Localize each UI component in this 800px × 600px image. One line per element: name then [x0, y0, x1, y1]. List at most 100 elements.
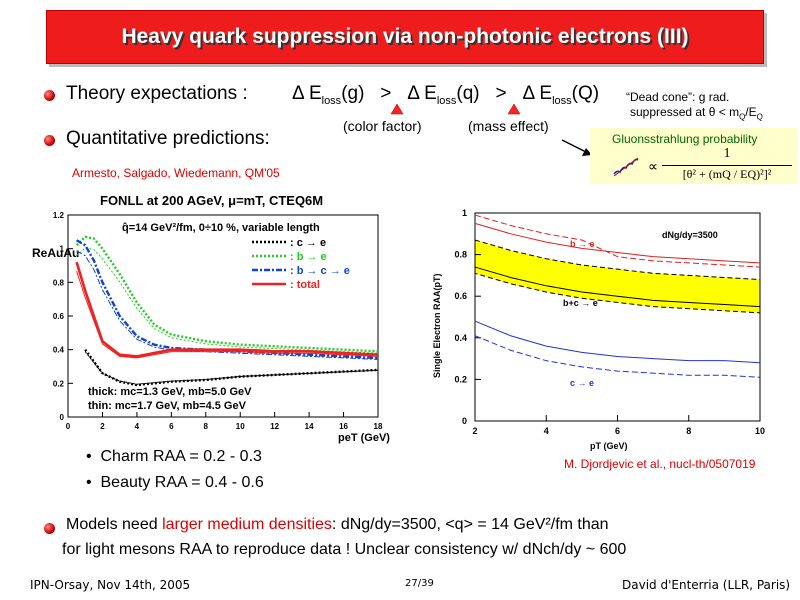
dead-cone-line1: “Dead cone”: g rad. — [626, 90, 730, 104]
plot-frame — [474, 212, 761, 422]
dot-icon: • — [86, 448, 101, 465]
left-plot: 0 2 4 6 8 10 12 14 16 18 0 0.2 0.4 0.6 0.8 1 1.2 ReAuAu pe… — [32, 211, 390, 444]
qhat-label: q̂=14 GeV²/fm, 0÷10 %, variable length — [122, 222, 320, 234]
y-tick-label: 0.8 — [454, 250, 467, 260]
eloss-expression: Δ Eloss(g) > Δ Eloss(q) > Δ Eloss(Q) — [292, 83, 599, 107]
c-e-label: c → e — [570, 378, 594, 388]
dead-cone-Q: Q — [756, 112, 763, 122]
thin-note: thin: mc=1.7 GeV, mb=4.5 GeV — [88, 400, 247, 412]
x-tick-label: 4 — [135, 422, 140, 431]
fraction-numerator: 1 — [723, 146, 731, 161]
delta-symbol: Δ — [522, 83, 535, 104]
x-axis-label: peT (GeV) — [338, 432, 390, 444]
x-tick-label: 14 — [305, 422, 314, 431]
x-tick-label: 0 — [66, 422, 71, 431]
e-symbol: E — [424, 83, 437, 104]
footer-right: David d'Enterria (LLR, Paris) — [622, 578, 791, 592]
y-tick-label: 0 — [60, 413, 65, 422]
y-axis-label: ReAuAu — [32, 246, 79, 260]
dot-icon: • — [86, 474, 101, 491]
bullet-icon — [44, 135, 55, 146]
x-tick-label: 10 — [755, 426, 765, 436]
gt-symbol: > — [380, 83, 392, 104]
series-line — [474, 266, 761, 308]
series-line — [75, 235, 379, 353]
y-tick-label: 1 — [462, 208, 467, 218]
series-line-thin — [76, 247, 379, 354]
eloss-q: (q) — [456, 83, 480, 104]
models-line2: for light mesons RAA to reproduce data !… — [62, 541, 627, 558]
thick-note: thick: mc=1.3 GeV, mb=5.0 GeV — [88, 386, 252, 398]
up-arrow-icon — [390, 103, 404, 115]
fraction-denominator: [θ² + (mQ / EQ)²]² — [682, 167, 772, 181]
models-post: : dNg/dy=3500, <q> = 14 GeV²/fm than — [331, 516, 609, 533]
right-plot: 2 4 6 8 10 0 0.2 0.4 0.6 0.8 1 Single Electron RAA(… — [432, 208, 765, 451]
page-number: 27/39 — [405, 578, 434, 589]
series-line — [75, 261, 379, 358]
charm-result: • Charm RAA = 0.2 - 0.3 — [86, 448, 262, 466]
bullet-icon — [44, 523, 55, 534]
loss-sub: loss — [321, 94, 342, 107]
x-tick-label: 4 — [544, 426, 549, 436]
y-axis-label: Single Electron RAA(pT) — [432, 273, 442, 378]
left-plot-title: FONLL at 200 AGeV, μ=mT, CTEQ6M — [100, 193, 324, 208]
series-line-dashed — [474, 335, 761, 378]
y-tick-label: 0.8 — [53, 278, 65, 287]
gt-symbol: > — [495, 83, 507, 104]
legend-label: : total — [290, 279, 320, 291]
y-tick-label: 1 — [60, 245, 65, 254]
bc-e-label: b+c → e — [563, 298, 598, 308]
citation-djordjevic: M. Djordjevic et al., nucl-th/0507019 — [564, 457, 756, 471]
gluon-diagram-icon — [613, 157, 639, 177]
legend-label: : b → c → e — [290, 265, 350, 277]
beauty-text: Beauty RAA = 0.4 - 0.6 — [100, 474, 264, 491]
gluon-box-title: Gluonsstrahlung probability — [612, 132, 758, 146]
title-bar: Heavy quark suppression via non-photonic… — [46, 10, 764, 64]
x-tick-label: 2 — [472, 426, 477, 436]
eloss-g: (g) — [341, 83, 365, 104]
x-tick-label: 8 — [204, 422, 209, 431]
pointer-line — [561, 139, 589, 154]
slide-title: Heavy quark suppression via non-photonic… — [121, 25, 689, 48]
x-tick-label: 6 — [169, 422, 174, 431]
series-line — [84, 348, 379, 387]
footer-left: IPN-Orsay, Nov 14th, 2005 — [30, 578, 191, 592]
citation-armesto: Armesto, Salgado, Wiedemann, QM'05 — [72, 166, 280, 180]
y-tick-label: 0.2 — [454, 374, 467, 384]
y-tick-label: 0.4 — [454, 333, 467, 343]
series-line-thin — [76, 250, 379, 360]
y-tick-label: 0.6 — [454, 291, 467, 301]
legend-label: : c → e — [290, 237, 326, 249]
arrow-head-icon — [582, 148, 592, 156]
propto-symbol: ∝ — [648, 158, 659, 174]
models-pre: Models need — [66, 516, 163, 533]
y-tick-label: 0.4 — [53, 346, 65, 355]
delta-symbol: Δ — [407, 83, 419, 104]
mass-effect-label: (mass effect) — [468, 118, 549, 134]
beauty-result: • Beauty RAA = 0.4 - 0.6 — [86, 474, 264, 492]
eloss-Q: (Q) — [571, 83, 600, 104]
dead-cone-slash: /E — [745, 105, 757, 119]
y-tick-label: 1.2 — [53, 211, 65, 220]
legend-label: : b → e — [290, 251, 327, 263]
y-tick-label: 0 — [462, 416, 467, 426]
x-tick-label: 12 — [270, 422, 279, 431]
x-tick-label: 8 — [686, 426, 691, 436]
x-tick-label: 2 — [100, 422, 105, 431]
fraction-line — [662, 165, 792, 166]
b-e-label: b → e — [570, 239, 595, 249]
x-tick-label: 10 — [236, 422, 245, 431]
up-arrow-icon — [507, 103, 521, 115]
e-symbol: E — [308, 83, 322, 104]
loss-sub: loss — [436, 94, 457, 107]
loss-sub: loss — [552, 94, 572, 107]
models-line1: Models need larger medium densities: dNg… — [66, 516, 609, 534]
models-highlight: larger medium densities — [162, 516, 332, 533]
x-axis-label: pT (GeV) — [590, 441, 628, 451]
charm-text: Charm RAA = 0.2 - 0.3 — [100, 448, 262, 465]
dead-cone-q: Q — [739, 112, 746, 122]
e-symbol: E — [539, 83, 553, 104]
uncertainty-band — [474, 239, 761, 314]
x-tick-label: 16 — [339, 422, 348, 431]
